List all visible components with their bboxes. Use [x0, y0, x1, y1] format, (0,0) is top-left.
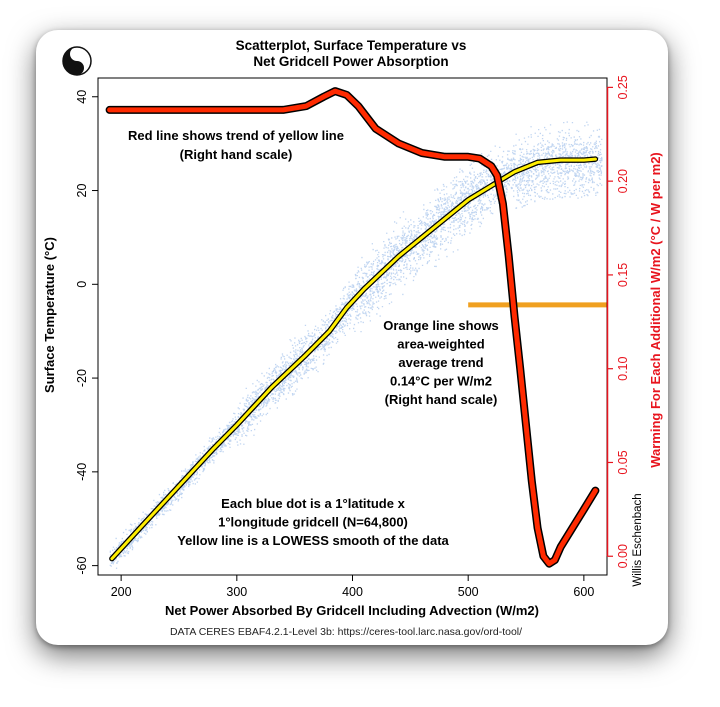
red-note-line: Red line shows trend of yellow line	[128, 128, 344, 143]
blue-note-line: Yellow line is a LOWESS smooth of the da…	[177, 533, 449, 548]
orange-note-line: area-weighted	[397, 337, 484, 352]
y2-tick-label: 0.20	[616, 169, 630, 193]
axes: 200 300 400 500 600 -60 -40 -20 0 20 40 0.00 0.05 0.1…	[75, 75, 630, 599]
author-credit: Willis Eschenbach	[632, 493, 644, 586]
data-source: DATA CERES EBAF4.2.1-Level 3b: https://c…	[170, 626, 522, 638]
x-axis-label: Net Power Absorbed By Gridcell Including…	[165, 603, 539, 618]
annotations: Red line shows trend of yellow line (Righ…	[128, 128, 499, 548]
x-tick-label: 200	[111, 585, 132, 599]
orange-note-line: Orange line shows	[383, 318, 499, 333]
y-tick-label: 40	[75, 90, 89, 104]
y2-tick-label: 0.10	[616, 356, 630, 380]
blue-note-line: Each blue dot is a 1°latitude x	[221, 496, 405, 511]
chart-title-line-2: Net Gridcell Power Absorption	[253, 54, 448, 69]
y-axis-label: Surface Temperature (°C)	[42, 237, 57, 393]
y2-tick-label: 0.25	[616, 75, 630, 99]
logo-dot-icon	[74, 51, 80, 57]
x-tick-label: 600	[573, 585, 594, 599]
y-tick-label: 20	[75, 184, 89, 198]
red-trend-line	[107, 88, 598, 567]
orange-note-line: (Right hand scale)	[385, 392, 498, 407]
chart-title-line-1: Scatterplot, Surface Temperature vs	[236, 38, 467, 53]
red-note-line: (Right hand scale)	[180, 147, 293, 162]
y-tick-label: -40	[75, 463, 89, 481]
chart-card: Scatterplot, Surface Temperature vs Net …	[36, 30, 668, 645]
trend-lines	[105, 87, 607, 568]
x-tick-label: 500	[458, 585, 479, 599]
y-tick-label: 0	[75, 281, 89, 288]
yellow-lowess-line	[110, 157, 597, 561]
y2-tick-label: 0.00	[616, 544, 630, 568]
orange-note-line: 0.14°C per W/m2	[390, 374, 492, 389]
y-tick-label: -60	[75, 557, 89, 575]
y2-axis-label: Warming For Each Additional W/m2 (°C / W…	[648, 152, 663, 468]
logo-dot-dark-icon	[74, 65, 80, 71]
y2-tick-label: 0.15	[616, 263, 630, 287]
logo	[62, 46, 92, 76]
y2-tick-label: 0.05	[616, 450, 630, 474]
x-tick-label: 400	[342, 585, 363, 599]
blue-note-line: 1°longitude gridcell (N=64,800)	[218, 515, 408, 530]
x-tick-label: 300	[226, 585, 247, 599]
chart: Scatterplot, Surface Temperature vs Net …	[42, 38, 663, 638]
y-tick-label: -20	[75, 369, 89, 387]
orange-note-line: average trend	[398, 355, 483, 370]
